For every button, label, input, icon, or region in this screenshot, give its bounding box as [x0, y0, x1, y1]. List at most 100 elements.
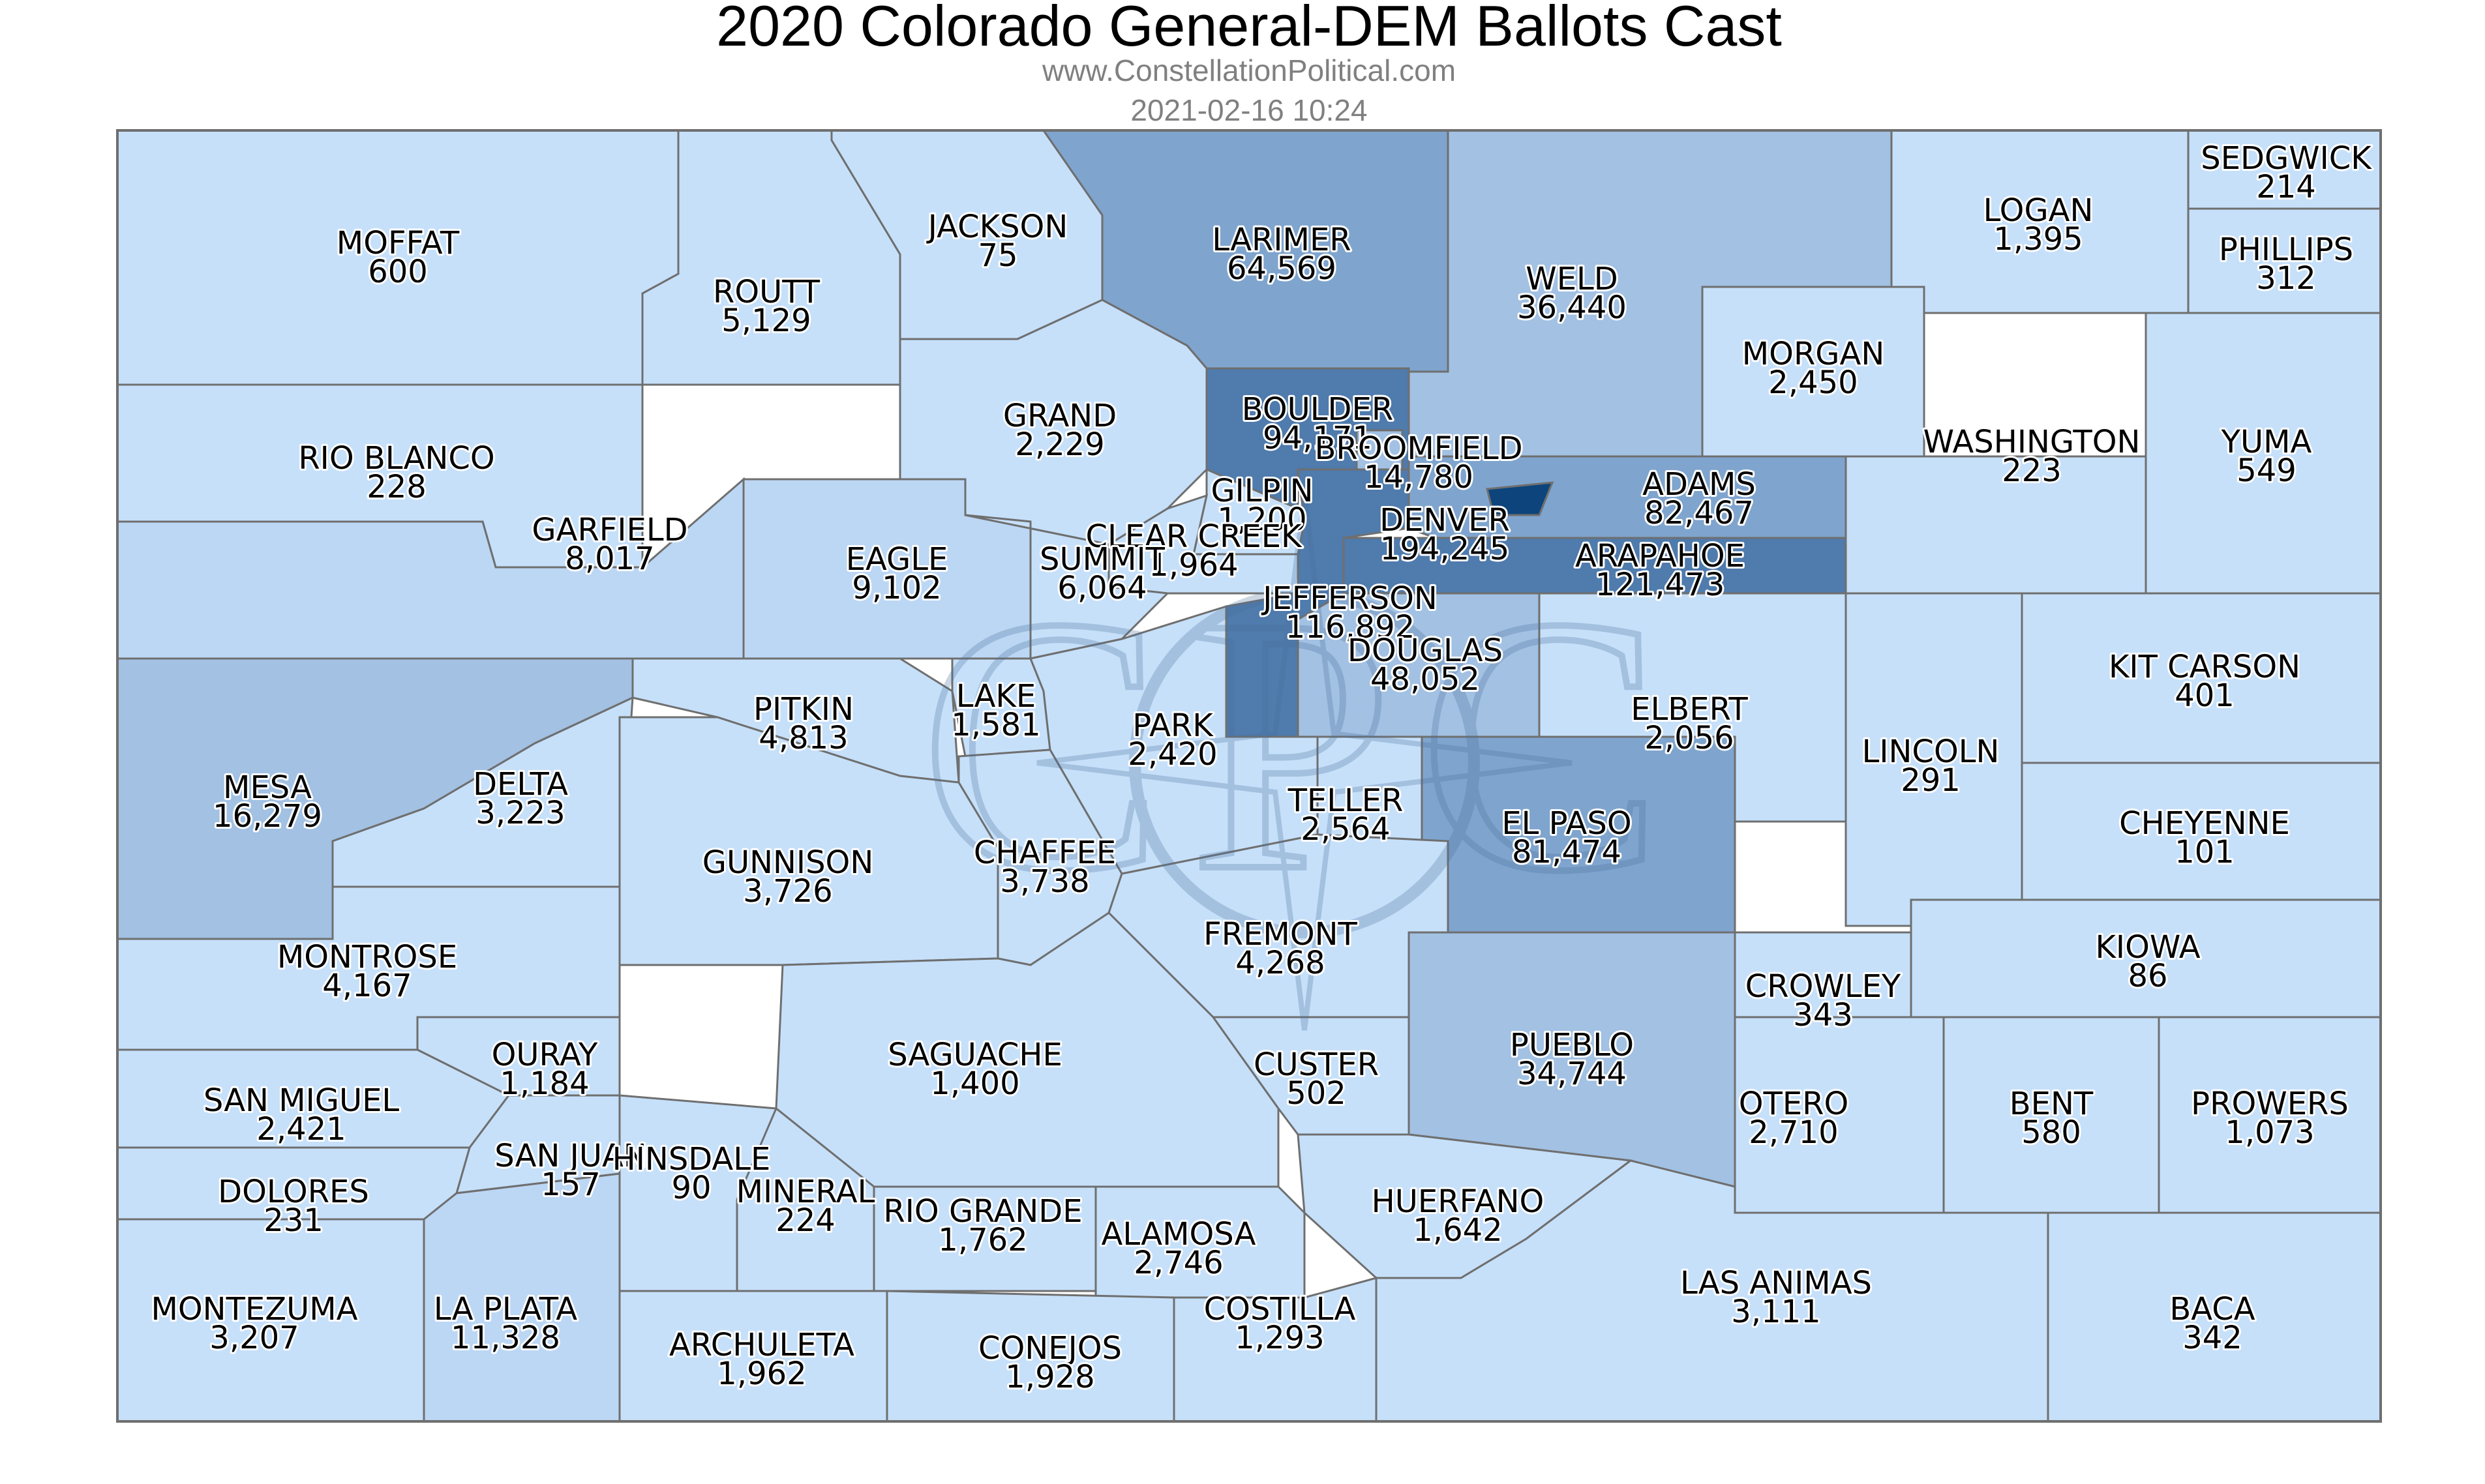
county-value-denver: 194,245 — [1380, 531, 1510, 567]
county-value-park: 2,420 — [1128, 736, 1217, 773]
county-name-costilla: COSTILLA — [1204, 1291, 1356, 1328]
county-name-el-paso: EL PASO — [1501, 805, 1631, 842]
county-value-gilpin: 1,200 — [1217, 501, 1306, 538]
county-name-clear-creek: CLEAR CREEK — [1085, 518, 1303, 555]
county-shape-alamosa — [1094, 1185, 1306, 1299]
county-value-mineral: 224 — [776, 1202, 836, 1239]
county-name-fremont: FREMONT — [1203, 916, 1357, 953]
county-value-rio-grande: 1,762 — [938, 1222, 1027, 1258]
county-value-montezuma: 3,207 — [209, 1320, 299, 1356]
county-value-alamosa: 2,746 — [1134, 1245, 1223, 1281]
county-name-mesa: MESA — [223, 769, 312, 806]
county-name-dolores: DOLORES — [218, 1174, 369, 1210]
county-name-sedgwick: SEDGWICK — [2201, 140, 2372, 177]
county-value-phillips: 312 — [2256, 260, 2316, 297]
county-name-denver: DENVER — [1379, 502, 1510, 539]
county-name-eagle: EAGLE — [846, 541, 948, 578]
county-value-prowers: 1,073 — [2225, 1114, 2314, 1151]
county-value-hinsdale: 90 — [671, 1170, 711, 1206]
county-name-broomfield: BROOMFIELD — [1314, 430, 1522, 467]
county-value-lincoln: 291 — [1901, 762, 1961, 799]
county-name-montrose: MONTROSE — [277, 939, 457, 975]
county-value-jefferson: 116,892 — [1286, 609, 1415, 646]
state-border — [116, 129, 2382, 1423]
county-value-clear-creek: 1,964 — [1149, 547, 1238, 584]
watermark: CPC — [917, 495, 1666, 1031]
county-value-yuma: 549 — [2236, 453, 2297, 489]
county-value-dolores: 231 — [264, 1202, 324, 1239]
county-value-jackson: 75 — [978, 237, 1017, 274]
county-value-arapahoe: 121,473 — [1595, 567, 1725, 603]
county-value-teller: 2,564 — [1301, 811, 1390, 848]
county-name-routt: ROUTT — [713, 274, 821, 310]
county-value-pitkin: 4,813 — [759, 720, 848, 756]
county-name-mineral: MINERAL — [736, 1174, 875, 1210]
county-name-san-miguel: SAN MIGUEL — [203, 1082, 400, 1119]
county-name-adams: ADAMS — [1642, 466, 1756, 503]
county-name-chaffee: CHAFFEE — [974, 835, 1116, 871]
county-value-pueblo: 34,744 — [1517, 1056, 1627, 1092]
county-name-phillips: PHILLIPS — [2219, 231, 2353, 268]
county-value-chaffee: 3,738 — [1000, 863, 1089, 900]
county-name-teller: TELLER — [1288, 782, 1404, 819]
county-name-kit-carson: KIT CARSON — [2109, 649, 2300, 685]
county-value-costilla: 1,293 — [1235, 1320, 1324, 1356]
county-name-kiowa: KIOWA — [2095, 929, 2200, 966]
county-name-park: PARK — [1132, 707, 1214, 744]
county-name-lincoln: LINCOLN — [1862, 734, 2000, 770]
county-shape-summit — [965, 514, 1170, 660]
county-name-baca: BACA — [2169, 1291, 2255, 1328]
county-name-gilpin: GILPIN — [1211, 473, 1313, 509]
county-value-routt: 5,129 — [721, 303, 811, 339]
county-shape-broomfield — [1355, 429, 1404, 471]
county-value-grand: 2,229 — [1015, 426, 1104, 463]
county-name-huerfano: HUERFANO — [1372, 1183, 1544, 1220]
county-name-archuleta: ARCHULETA — [669, 1327, 854, 1363]
county-name-larimer: LARIMER — [1212, 222, 1351, 258]
county-value-gunnison: 3,726 — [743, 873, 832, 910]
county-value-weld: 36,440 — [1517, 289, 1627, 326]
county-name-hinsdale: HINSDALE — [612, 1141, 771, 1178]
county-value-boulder: 94,171 — [1263, 420, 1372, 456]
county-name-garfield: GARFIELD — [532, 512, 687, 548]
county-value-douglas: 48,052 — [1370, 661, 1480, 698]
county-name-otero: OTERO — [1739, 1086, 1849, 1122]
county-shapes — [116, 129, 2382, 1423]
county-value-logan: 1,395 — [1993, 221, 2083, 258]
